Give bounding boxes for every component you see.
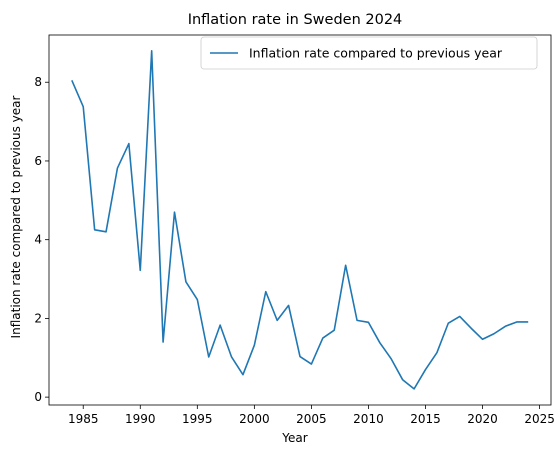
x-tick-label: 2025 bbox=[524, 412, 555, 426]
y-tick-label: 0 bbox=[34, 390, 42, 404]
x-tick-label: 1985 bbox=[68, 412, 99, 426]
legend-label: Inflation rate compared to previous year bbox=[249, 46, 503, 61]
x-tick-label: 1995 bbox=[182, 412, 213, 426]
axes-frame bbox=[48, 34, 552, 406]
x-tick-label: 2010 bbox=[353, 412, 384, 426]
y-axis-label: Inflation rate compared to previous year bbox=[9, 95, 23, 338]
y-tick-label: 8 bbox=[34, 75, 42, 89]
y-axis-ticks: 0 2 4 6 8 bbox=[34, 75, 49, 404]
x-tick-label: 2020 bbox=[467, 412, 498, 426]
x-tick-label: 1990 bbox=[125, 412, 156, 426]
y-tick-label: 2 bbox=[34, 311, 42, 325]
chart-title: Inflation rate in Sweden 2024 bbox=[188, 12, 403, 28]
x-axis-ticks: 1985 1990 1995 2000 2005 2010 2015 2020 2025 bbox=[68, 405, 555, 426]
x-tick-label: 2005 bbox=[296, 412, 327, 426]
y-tick-label: 4 bbox=[34, 233, 42, 247]
series-line bbox=[71, 49, 529, 390]
x-tick-label: 2000 bbox=[239, 412, 270, 426]
y-tick-label: 6 bbox=[34, 154, 42, 168]
x-tick-label: 2015 bbox=[410, 412, 441, 426]
legend: Inflation rate compared to previous year bbox=[200, 36, 538, 70]
x-axis-label: Year bbox=[281, 431, 307, 445]
plot-area bbox=[71, 49, 529, 390]
legend-box bbox=[200, 36, 538, 70]
